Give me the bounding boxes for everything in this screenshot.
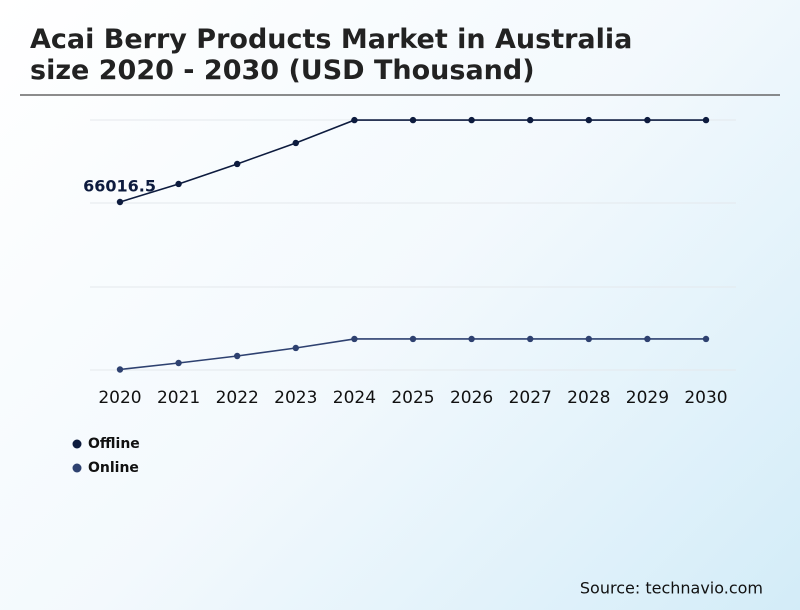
point bbox=[468, 335, 475, 343]
point bbox=[292, 139, 299, 147]
chart-title: Acai Berry Products Market in Australia … bbox=[30, 24, 633, 86]
legend-marker bbox=[72, 463, 82, 473]
source: Source: technavio.com bbox=[580, 579, 763, 598]
point bbox=[351, 116, 358, 124]
legend-label: Offline bbox=[88, 436, 140, 452]
point bbox=[116, 198, 124, 206]
data-label: 66016.5 bbox=[83, 176, 156, 195]
x-tick-label: 2028 bbox=[567, 388, 610, 408]
point bbox=[527, 335, 534, 343]
point bbox=[234, 352, 241, 360]
point bbox=[175, 180, 182, 188]
x-tick-label: 2026 bbox=[450, 388, 493, 408]
x-tick-label: 2029 bbox=[626, 388, 669, 408]
point bbox=[292, 344, 299, 352]
point bbox=[702, 116, 710, 124]
legend-label: Online bbox=[88, 460, 139, 476]
point bbox=[644, 335, 651, 343]
point bbox=[409, 335, 417, 343]
x-tick-label: 2021 bbox=[157, 388, 200, 408]
point bbox=[116, 366, 124, 373]
point bbox=[351, 335, 358, 343]
x-tick-label: 2025 bbox=[391, 388, 434, 408]
x-tick-label: 2030 bbox=[684, 388, 727, 408]
point bbox=[234, 160, 241, 168]
x-tick-label: 2027 bbox=[509, 388, 552, 408]
point bbox=[175, 359, 182, 367]
series-line bbox=[119, 338, 706, 371]
point bbox=[527, 116, 534, 124]
point bbox=[409, 116, 417, 124]
legend-marker bbox=[72, 439, 82, 449]
x-tick-label: 2022 bbox=[216, 388, 259, 408]
point bbox=[468, 116, 475, 124]
point bbox=[585, 335, 592, 343]
series-line bbox=[119, 119, 706, 203]
point bbox=[644, 116, 651, 124]
point bbox=[702, 335, 710, 343]
point bbox=[585, 116, 592, 124]
x-tick-label: 2023 bbox=[274, 388, 317, 408]
x-tick-label: 2024 bbox=[333, 388, 376, 408]
x-tick-label: 2020 bbox=[98, 388, 141, 408]
